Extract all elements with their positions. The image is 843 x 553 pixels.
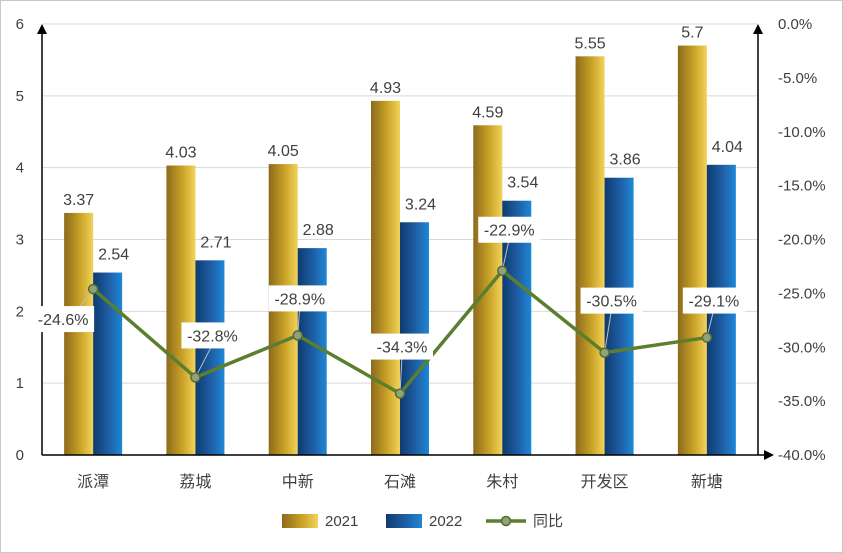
- data-label-2022: 2.54: [98, 247, 129, 264]
- data-label-yoy: -34.3%: [377, 340, 428, 357]
- right-axis-tick-label: -20.0%: [778, 232, 826, 249]
- left-axis-arrow: [37, 24, 47, 34]
- bar-2021: [371, 100, 400, 455]
- data-label-2022: 2.71: [200, 234, 231, 251]
- legend-label-yoy: 同比: [533, 513, 563, 530]
- bar-2021: [64, 212, 94, 455]
- data-label-box: [682, 287, 745, 314]
- category-label: 朱村: [486, 473, 518, 491]
- data-label-box: [478, 216, 541, 243]
- leader-line: [604, 309, 613, 353]
- legend-swatch-2021: [282, 514, 318, 528]
- data-label-yoy: -30.5%: [586, 294, 637, 311]
- left-axis-tick-label: 4: [16, 160, 24, 177]
- data-label-2022: 4.04: [712, 139, 743, 156]
- category-label: 派潭: [77, 473, 109, 491]
- bar-2022: [195, 260, 225, 455]
- data-label-box: [268, 285, 331, 312]
- bar-2021: [575, 56, 605, 455]
- bar-2022: [502, 200, 532, 455]
- category-label: 石滩: [384, 473, 416, 491]
- data-label-2021: 5.55: [575, 35, 606, 52]
- leader-line: [501, 238, 510, 271]
- leader-line: [399, 355, 403, 394]
- leader-line: [194, 344, 213, 378]
- right-axis-tick-label: 0.0%: [778, 16, 812, 33]
- data-label-2021: 5.7: [681, 25, 703, 42]
- right-axis-tick-label: -40.0%: [778, 447, 826, 464]
- yoy-marker: [394, 388, 406, 399]
- data-label-yoy: -24.6%: [38, 312, 89, 329]
- category-label: 开发区: [581, 473, 629, 491]
- data-label-2022: 3.86: [610, 152, 641, 169]
- data-label-2021: 4.03: [165, 145, 196, 162]
- bar-2022: [604, 177, 634, 455]
- data-label-box: [32, 306, 95, 333]
- data-label-yoy: -28.9%: [274, 291, 325, 308]
- right-axis-tick-label: -10.0%: [778, 124, 826, 141]
- data-label-yoy: -22.9%: [484, 223, 535, 240]
- legend-label-2021: 2021: [325, 513, 358, 530]
- left-axis-tick-label: 6: [16, 16, 24, 33]
- data-label-2021: 3.37: [63, 192, 94, 209]
- data-label-2022: 3.54: [507, 175, 538, 192]
- bar-2021: [166, 165, 196, 456]
- right-axis-tick-label: -35.0%: [778, 393, 826, 410]
- data-label-box: [371, 333, 433, 360]
- data-label-2021: 4.59: [472, 104, 503, 121]
- right-axis-tick-label: -5.0%: [778, 70, 817, 87]
- legend-swatch-2022: [386, 514, 422, 528]
- data-label-2021: 4.05: [268, 143, 299, 160]
- data-label-2022: 3.24: [405, 196, 436, 213]
- left-axis-tick-label: 5: [16, 88, 24, 105]
- bar-2022: [297, 248, 327, 455]
- left-axis-tick-label: 0: [16, 447, 24, 464]
- right-axis-tick-label: -25.0%: [778, 285, 826, 302]
- left-axis-tick-label: 3: [16, 232, 24, 249]
- right-axis-tick-label: -30.0%: [778, 339, 826, 356]
- yoy-marker: [292, 330, 303, 341]
- data-label-yoy: -29.1%: [689, 294, 740, 311]
- yoy-marker: [701, 332, 713, 343]
- yoy-marker: [87, 283, 99, 295]
- right-axis-arrow: [753, 24, 763, 34]
- legend-marker-yoy: [500, 515, 512, 527]
- yoy-marker: [190, 372, 201, 383]
- right-axis-tick-label: -15.0%: [778, 178, 826, 195]
- data-label-2021: 4.93: [370, 80, 401, 97]
- data-label-box: [580, 287, 643, 314]
- category-label: 新塘: [691, 473, 723, 491]
- legend-label-2022: 2022: [429, 513, 462, 530]
- data-label-2022: 2.88: [303, 222, 334, 239]
- yoy-marker: [497, 265, 508, 276]
- left-axis-tick-label: 1: [16, 375, 24, 392]
- yoy-marker: [599, 347, 610, 358]
- category-label: 中新: [282, 473, 314, 491]
- data-label-box: [181, 322, 244, 349]
- left-axis-tick-label: 2: [16, 303, 24, 320]
- data-label-yoy: -32.8%: [187, 328, 238, 345]
- category-label: 荔城: [179, 473, 211, 491]
- bar-2021: [677, 45, 707, 456]
- x-axis-arrow: [764, 450, 774, 460]
